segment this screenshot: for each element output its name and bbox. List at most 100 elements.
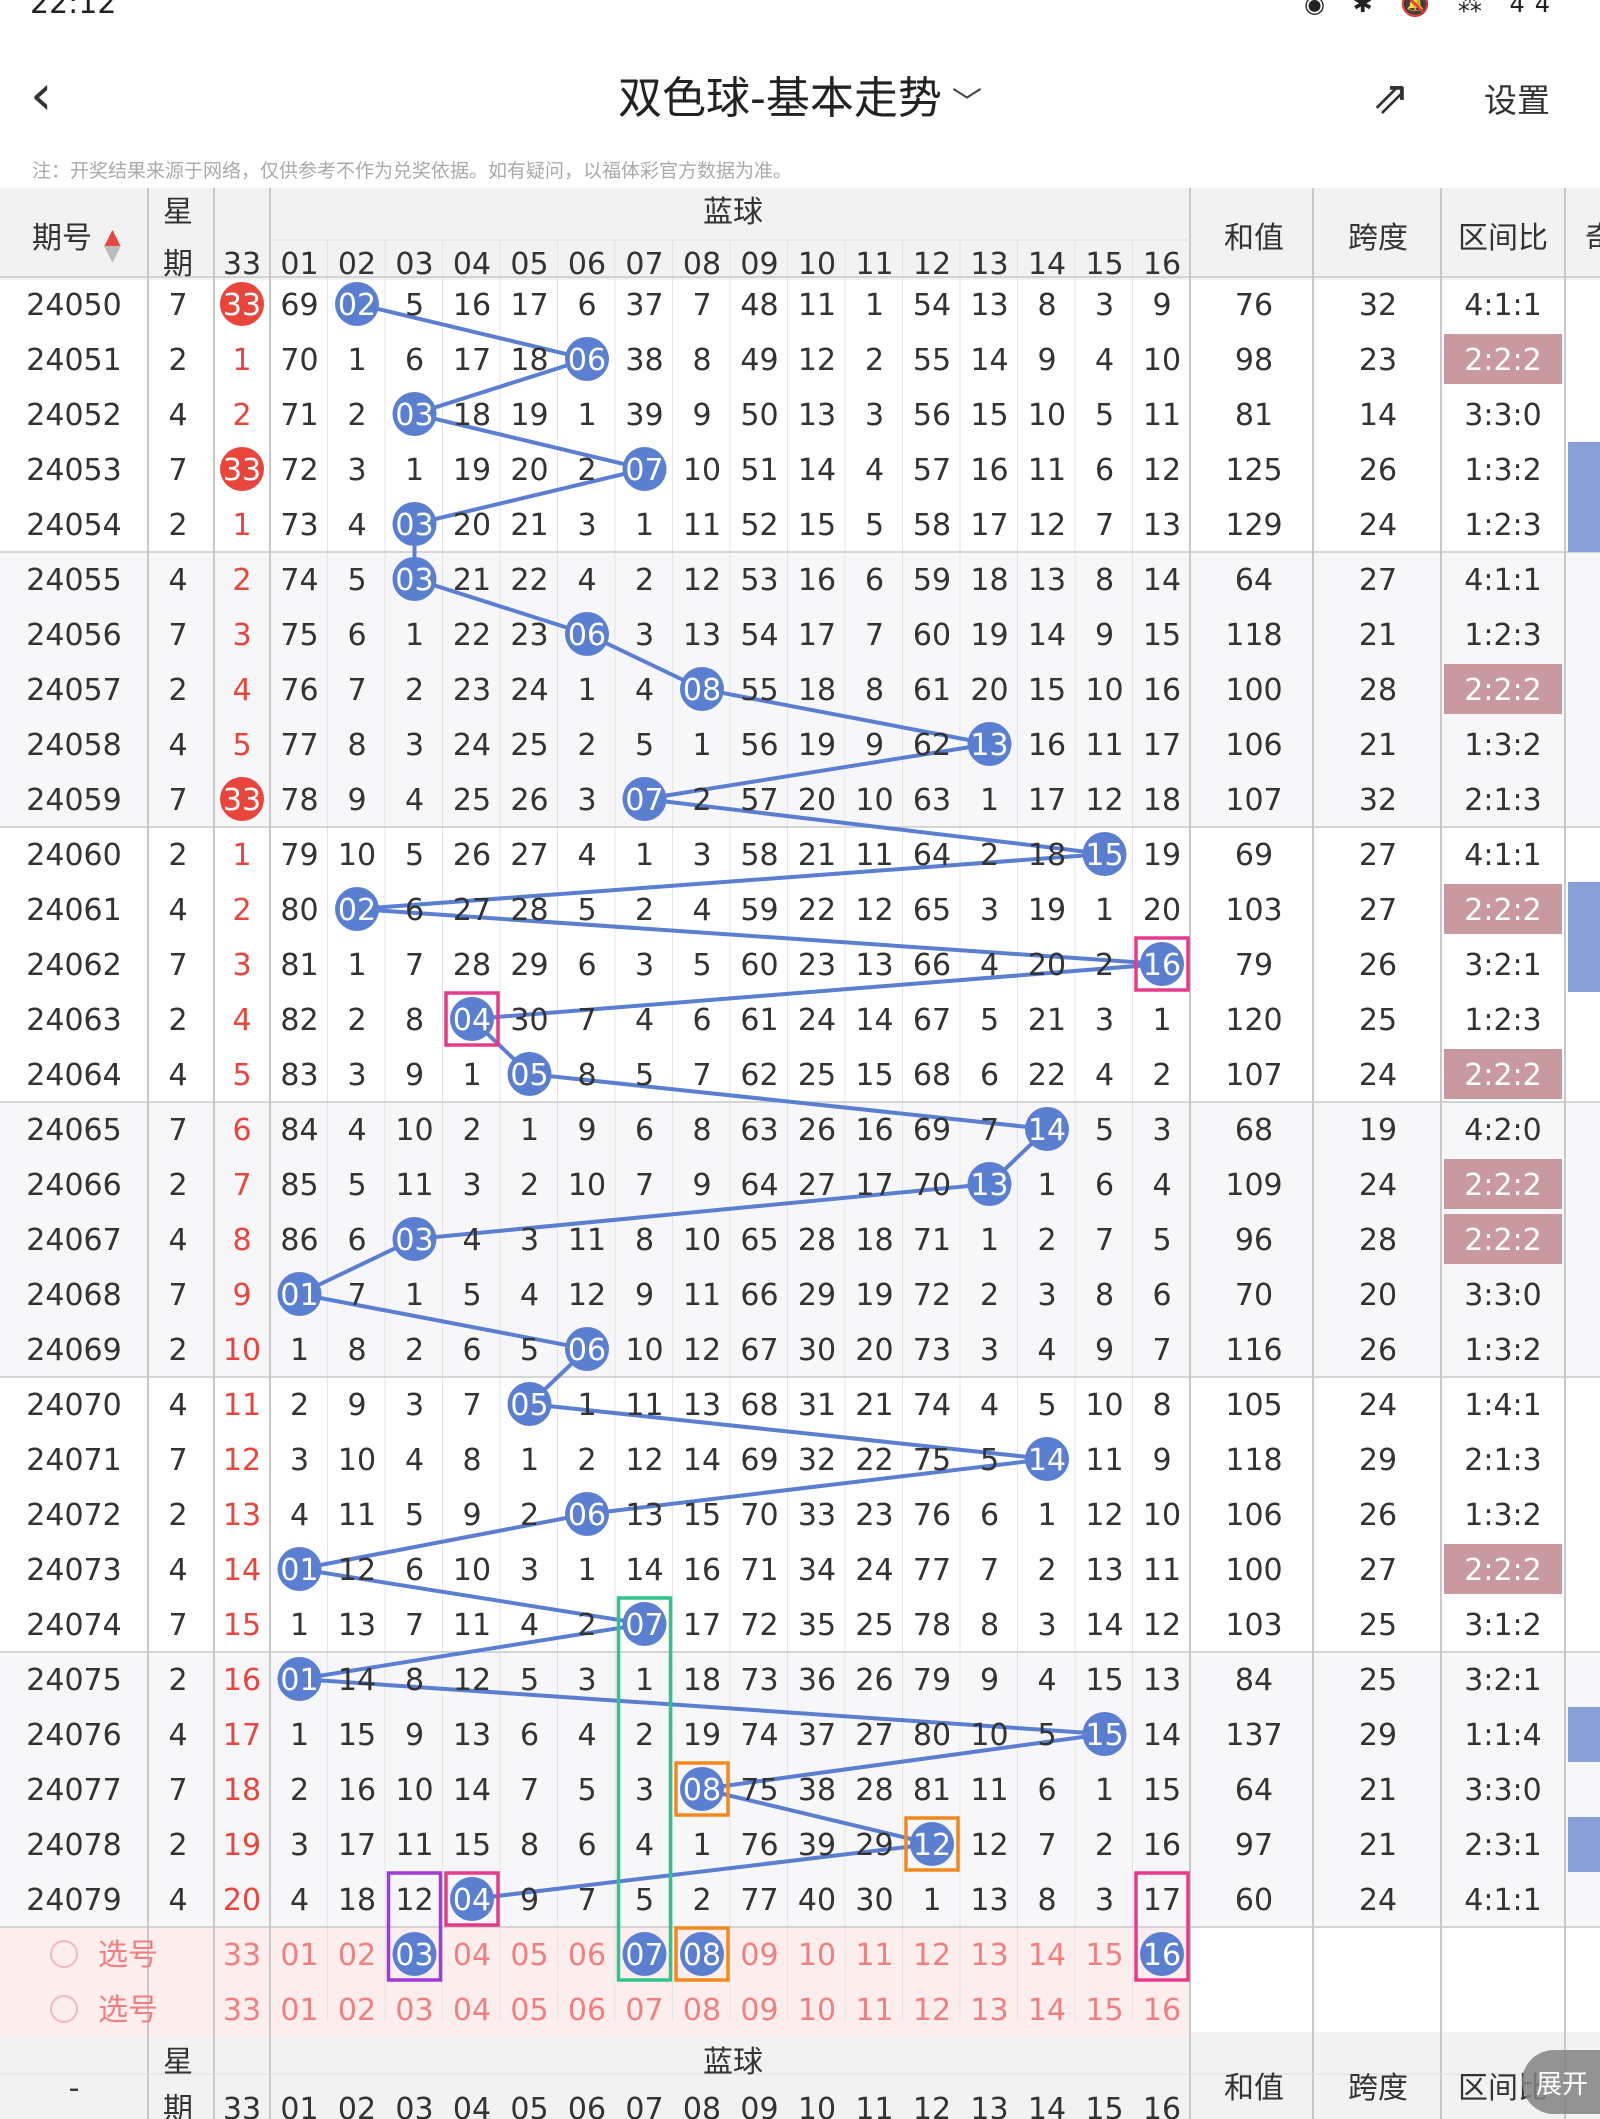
select-number[interactable]: 11 (855, 1993, 893, 2028)
edge-indicator (1568, 1817, 1600, 1872)
omission-value: 72 (740, 1608, 778, 1643)
back-button[interactable]: ‹ (30, 68, 52, 124)
page-title[interactable]: 双色球-基本走势 ﹀ (0, 62, 1600, 126)
omission-value: 75 (913, 1443, 951, 1478)
blue-ball-number: 14 (1028, 1113, 1066, 1148)
blue-ball-number: 15 (1085, 1718, 1123, 1753)
select-number[interactable]: 15 (1085, 1938, 1123, 1973)
select-number[interactable]: 06 (568, 1938, 606, 1973)
settings-button[interactable]: 设置 (1484, 81, 1550, 120)
omission-value: 2 (405, 1333, 424, 1368)
select-number[interactable]: 13 (970, 1993, 1008, 2028)
col33-value: 10 (223, 1333, 261, 1368)
select-number[interactable]: 14 (1028, 1938, 1066, 1973)
select-number[interactable]: 05 (510, 1938, 548, 1973)
select-number[interactable]: 09 (740, 1993, 778, 2028)
footer-blue-col: 15 (1085, 2092, 1123, 2119)
select-number[interactable]: 07 (625, 1938, 663, 1973)
blue-ball-number: 12 (913, 1828, 951, 1863)
col33-value: 14 (223, 1553, 261, 1588)
blue-ball-number: 02 (338, 893, 376, 928)
col33-value: 19 (223, 1828, 261, 1863)
omission-value: 28 (855, 1773, 893, 1808)
select-number[interactable]: 07 (625, 1993, 663, 2028)
omission-value: 1 (1095, 893, 1114, 928)
select-number[interactable]: 08 (683, 1938, 721, 1973)
select-number[interactable]: 16 (1143, 1993, 1181, 2028)
omission-value: 77 (280, 728, 318, 763)
issue-number: 24065 (26, 1113, 121, 1148)
header-sum: 和值 (1224, 221, 1284, 256)
issue-number: 24069 (26, 1333, 121, 1368)
select-number[interactable]: 13 (970, 1938, 1008, 1973)
omission-value: 6 (635, 1113, 654, 1148)
footer-blue-col: 12 (913, 2092, 951, 2119)
omission-value: 7 (462, 1388, 481, 1423)
select-number[interactable]: 05 (510, 1993, 548, 2028)
omission-value: 8 (1037, 288, 1056, 323)
select-number[interactable]: 14 (1028, 1993, 1066, 2028)
omission-value: 17 (453, 343, 491, 378)
select-number[interactable]: 01 (280, 1993, 318, 2028)
blue-ball-number: 08 (683, 1773, 721, 1808)
omission-value: 6 (405, 893, 424, 928)
omission-value: 17 (338, 1828, 376, 1863)
ratio-value: 2:3:1 (1464, 1828, 1541, 1863)
select-number[interactable]: 08 (683, 1993, 721, 2028)
expand-button[interactable]: 展开 (1522, 2050, 1600, 2114)
share-button[interactable]: ⇗ (1371, 70, 1410, 124)
select-radio[interactable] (50, 1995, 78, 2023)
omission-value: 15 (1085, 1663, 1123, 1698)
omission-value: 4 (1037, 1333, 1056, 1368)
omission-value: 9 (692, 398, 711, 433)
omission-value: 3 (980, 1333, 999, 1368)
select-number[interactable]: 01 (280, 1938, 318, 1973)
select-number[interactable]: 16 (1143, 1938, 1181, 1973)
weekday: 2 (168, 1498, 187, 1533)
omission-value: 12 (568, 1278, 606, 1313)
sum-value: 96 (1235, 1223, 1273, 1258)
omission-value: 7 (1152, 1333, 1171, 1368)
omission-value: 7 (1037, 1828, 1056, 1863)
omission-value: 2 (290, 1773, 309, 1808)
omission-value: 18 (510, 343, 548, 378)
select-col33[interactable]: 33 (223, 1993, 261, 2028)
omission-value: 10 (683, 453, 721, 488)
select-number[interactable]: 09 (740, 1938, 778, 1973)
edge-indicator (1568, 937, 1600, 992)
select-radio[interactable] (50, 1940, 78, 1968)
omission-value: 1 (347, 343, 366, 378)
row-band (0, 607, 1600, 662)
select-number[interactable]: 02 (338, 1938, 376, 1973)
select-number[interactable]: 12 (913, 1938, 951, 1973)
omission-value: 15 (683, 1498, 721, 1533)
blue-ball-number: 03 (395, 398, 433, 433)
select-number[interactable]: 04 (453, 1993, 491, 2028)
select-number[interactable]: 03 (395, 1993, 433, 2028)
select-col33[interactable]: 33 (223, 1938, 261, 1973)
issue-number: 24054 (26, 508, 121, 543)
omission-value: 7 (1095, 1223, 1114, 1258)
select-number[interactable]: 12 (913, 1993, 951, 2028)
select-number[interactable]: 03 (395, 1938, 433, 1973)
omission-value: 21 (453, 563, 491, 598)
highlight-box-08 (674, 1761, 730, 1817)
omission-value: 4 (577, 838, 596, 873)
omission-value: 3 (1037, 1278, 1056, 1313)
select-number[interactable]: 04 (453, 1938, 491, 1973)
omission-value: 9 (347, 1388, 366, 1423)
omission-value: 5 (635, 1883, 654, 1918)
omission-value: 68 (913, 1058, 951, 1093)
select-number[interactable]: 15 (1085, 1993, 1123, 2028)
footer-weekday-bottom: 期 (163, 2092, 193, 2119)
select-number[interactable]: 06 (568, 1993, 606, 2028)
weekday: 4 (168, 893, 187, 928)
select-number[interactable]: 11 (855, 1938, 893, 1973)
select-number[interactable]: 10 (798, 1938, 836, 1973)
blue-ball-number: 06 (568, 343, 606, 378)
select-label[interactable]: 选号 (98, 1993, 158, 2028)
select-number[interactable]: 10 (798, 1993, 836, 2028)
select-number[interactable]: 02 (338, 1993, 376, 2028)
select-label[interactable]: 选号 (98, 1938, 158, 1973)
header-blue-col: 05 (510, 247, 548, 282)
